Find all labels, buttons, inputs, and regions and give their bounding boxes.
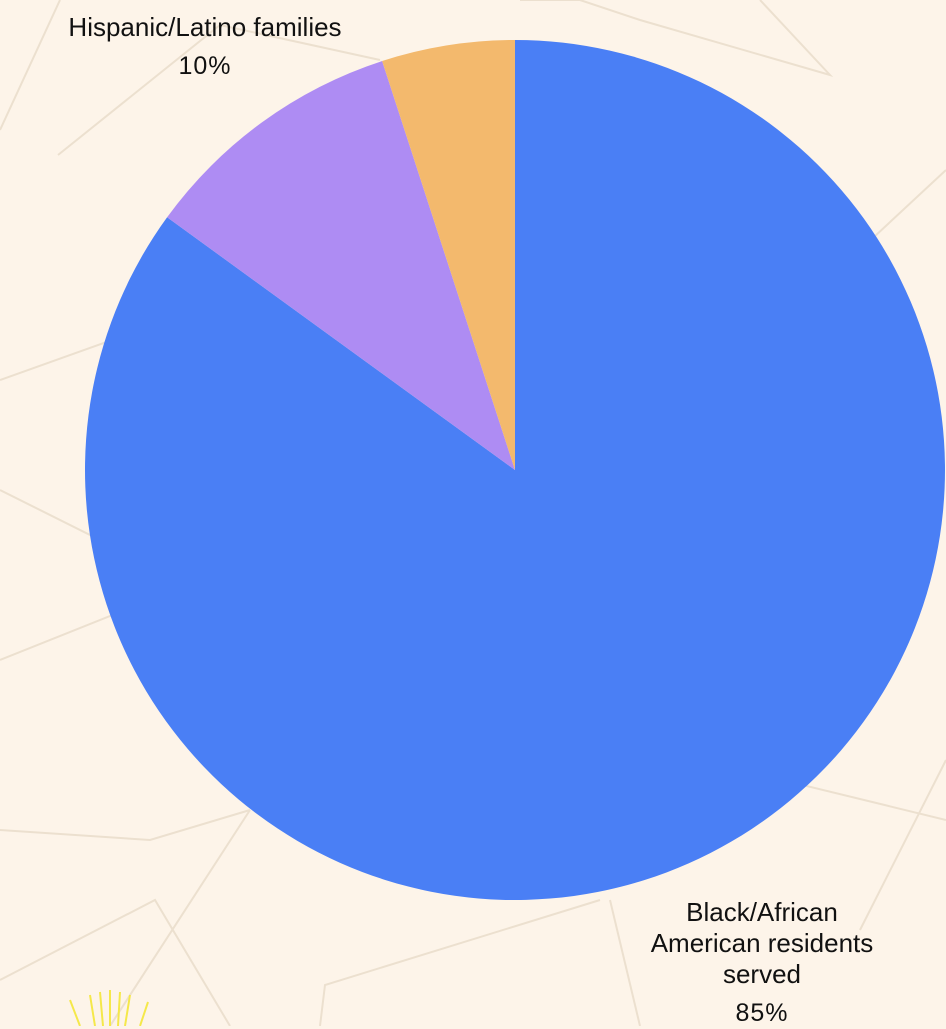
value-label: 85% xyxy=(735,999,789,1027)
category-label: Black/African American residents served xyxy=(650,897,874,989)
slice-label: Black/African American residents served 8… xyxy=(632,897,892,1029)
sun-decoration xyxy=(69,990,149,1026)
slice-label: Hispanic/Latino families 10% xyxy=(20,12,390,82)
value-label: 10% xyxy=(178,52,232,80)
pie-slice xyxy=(85,40,946,900)
pie-slice xyxy=(382,40,515,470)
pie-slice xyxy=(167,61,516,471)
category-label: Hispanic/Latino families xyxy=(68,12,342,42)
